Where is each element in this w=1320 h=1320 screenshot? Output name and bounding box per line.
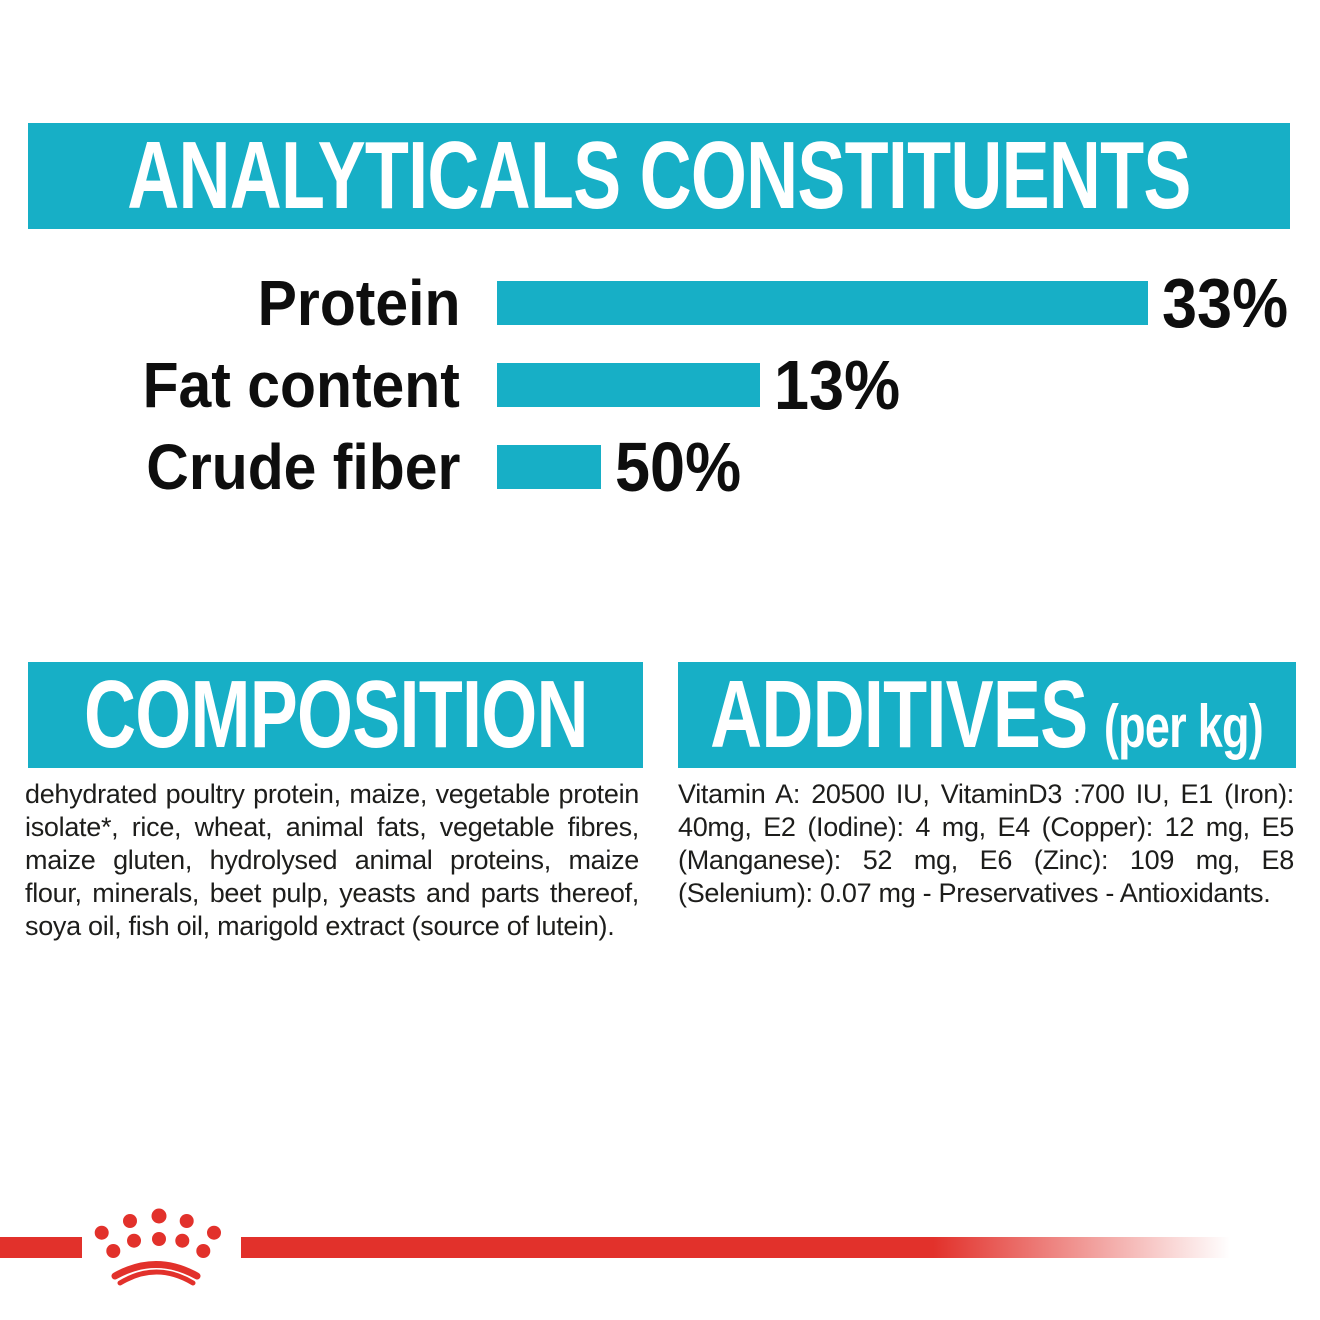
nutrient-label: Fat content bbox=[142, 349, 460, 421]
composition-title: COMPOSITION bbox=[83, 661, 589, 768]
chart-row: Fat content 13% bbox=[0, 350, 1320, 420]
value-label: 13% bbox=[774, 346, 901, 424]
value-label-cell: 13% bbox=[774, 350, 914, 420]
composition-banner: COMPOSITION bbox=[28, 662, 643, 768]
analytical-constituents-title: ANALYTICALS CONSTITUENTS bbox=[127, 122, 1191, 229]
additives-banner-inner: ADDITIVES (per kg) bbox=[710, 661, 1265, 768]
royal-canin-crown-icon bbox=[94, 1208, 221, 1286]
nutrient-label: Protein bbox=[257, 267, 460, 339]
additives-body: Vitamin A: 20500 IU, VitaminD3 :700 IU, … bbox=[678, 779, 1294, 908]
value-label-cell: 50% bbox=[615, 432, 755, 502]
analytical-constituents-banner: ANALYTICALS CONSTITUENTS bbox=[28, 123, 1290, 229]
value-label-cell: 33% bbox=[1162, 268, 1302, 338]
chart-row: Protein 33% bbox=[0, 268, 1320, 338]
additives-per-kg-note: (per kg) bbox=[1104, 693, 1264, 760]
brand-rule-left bbox=[0, 1237, 82, 1258]
nutrient-label-cell: Fat content bbox=[0, 353, 460, 417]
value-bar bbox=[497, 281, 1148, 325]
analytical-constituents-chart: Protein 33% Fat content 13% Crude fiber … bbox=[0, 268, 1320, 527]
value-label: 50% bbox=[615, 428, 742, 506]
value-bar bbox=[497, 445, 601, 489]
nutrient-label-cell: Protein bbox=[0, 271, 460, 335]
value-bar bbox=[497, 363, 760, 407]
composition-banner-inner: COMPOSITION bbox=[83, 661, 589, 768]
value-label: 33% bbox=[1162, 264, 1289, 342]
brand-rule-right bbox=[241, 1237, 1230, 1258]
additives-title: ADDITIVES bbox=[710, 661, 1089, 768]
chart-row: Crude fiber 50% bbox=[0, 432, 1320, 502]
analytical-constituents-banner-inner: ANALYTICALS CONSTITUENTS bbox=[127, 122, 1191, 229]
nutrient-label-cell: Crude fiber bbox=[0, 435, 460, 499]
nutrient-label: Crude fiber bbox=[145, 431, 460, 503]
additives-banner: ADDITIVES (per kg) bbox=[678, 662, 1296, 768]
composition-body: dehydrated poultry protein, maize, veget… bbox=[25, 779, 639, 941]
